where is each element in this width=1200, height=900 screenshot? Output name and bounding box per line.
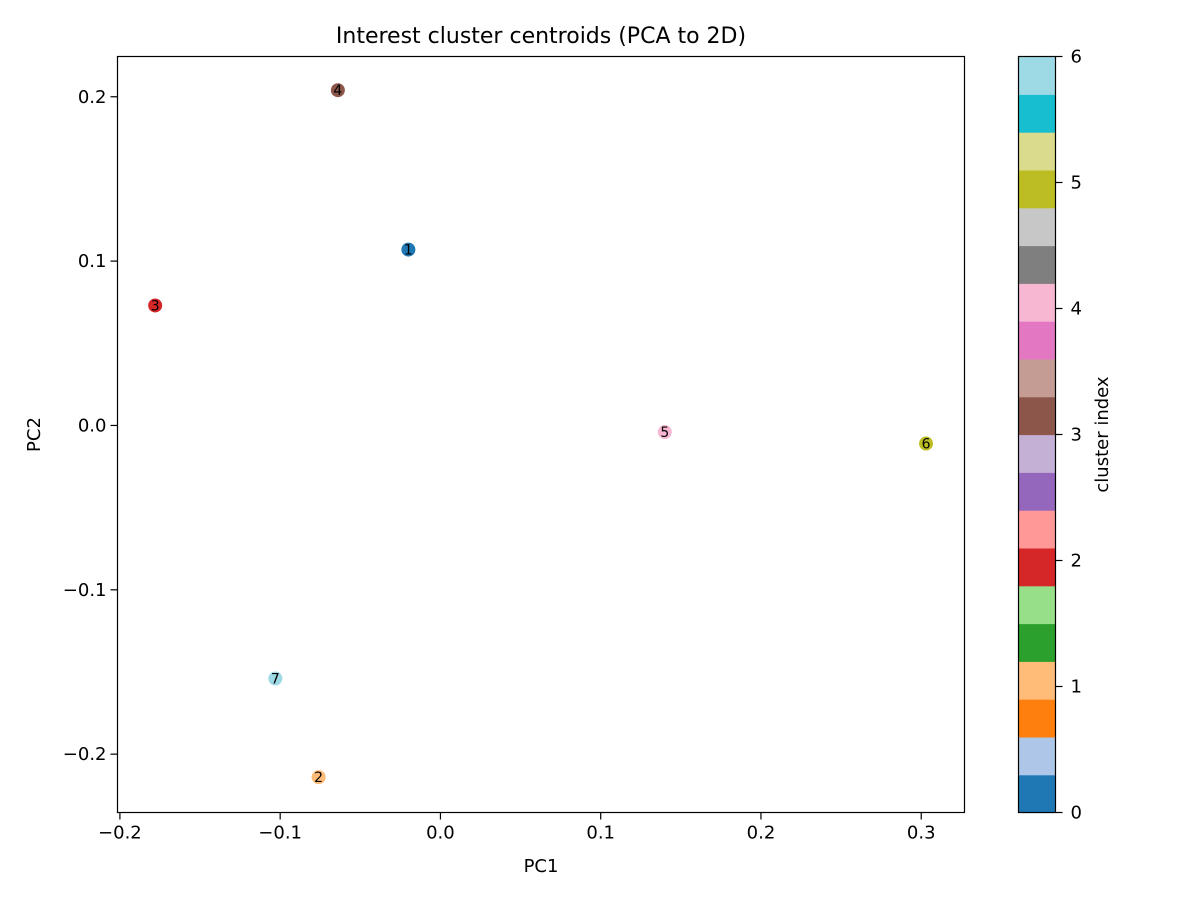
x-tick-label: 0.0	[426, 823, 455, 844]
x-axis: −0.2 −0.1 0.0 0.1 0.2 0.3	[98, 812, 936, 844]
centroid-label: 2	[314, 770, 323, 786]
colorbar-tick-label: 0	[1071, 803, 1082, 824]
centroid-label: 4	[333, 83, 342, 99]
x-axis-label: PC1	[524, 856, 559, 877]
x-tick-label: −0.1	[258, 823, 302, 844]
centroid-point	[657, 425, 672, 440]
centroid-label: 7	[271, 672, 280, 688]
colorbar-swatch	[1018, 358, 1056, 398]
colorbar-axis: 0 1 2 3 4 5 6	[1055, 47, 1082, 824]
colorbar-swatch	[1018, 585, 1056, 625]
colorbar-swatch	[1018, 169, 1056, 209]
colorbar-swatch	[1018, 510, 1056, 549]
y-axis-label: PC2	[24, 417, 45, 452]
plot-area: 1 2 3 4 5 6 7	[148, 83, 934, 786]
centroid-point	[311, 770, 326, 785]
plot-frame	[116, 55, 966, 814]
colorbar-swatch	[1018, 132, 1056, 171]
colorbar-swatch	[1018, 283, 1056, 322]
colorbar-tick-label: 4	[1071, 299, 1082, 320]
centroid-point	[330, 83, 345, 98]
colorbar-swatch	[1018, 774, 1056, 814]
centroid-point	[401, 242, 416, 257]
colorbar-swatch	[1018, 396, 1056, 436]
colorbar-swatch	[1018, 736, 1056, 776]
colorbar-tick-label: 1	[1071, 677, 1082, 698]
colorbar	[1018, 56, 1056, 814]
colorbar-swatch	[1018, 56, 1056, 95]
y-tick-label: 0.2	[78, 87, 107, 108]
colorbar-swatch	[1018, 699, 1056, 738]
colorbar-swatch	[1018, 321, 1056, 360]
colorbar-tick-label: 5	[1071, 173, 1082, 194]
colorbar-tick-label: 3	[1071, 425, 1082, 446]
centroid-label: 1	[404, 243, 413, 259]
colorbar-tick-label: 6	[1071, 47, 1082, 68]
centroid-label: 5	[660, 425, 669, 441]
x-tick-label: 0.1	[586, 823, 615, 844]
centroid-point	[268, 671, 283, 686]
y-tick-label: 0.0	[78, 415, 107, 436]
x-tick-label: 0.3	[907, 823, 936, 844]
colorbar-swatch	[1018, 623, 1056, 662]
centroid-point	[148, 298, 163, 313]
colorbar-swatch	[1018, 94, 1056, 133]
colorbar-swatch	[1018, 472, 1056, 511]
colorbar-swatch	[1018, 207, 1056, 247]
colorbar-swatch	[1018, 434, 1056, 473]
y-axis: −0.2 −0.1 0.0 0.1 0.2	[63, 87, 118, 765]
centroid-label: 6	[922, 437, 931, 453]
x-tick-label: −0.2	[98, 823, 142, 844]
colorbar-label: cluster index	[1092, 376, 1113, 493]
colorbar-swatch	[1018, 245, 1056, 284]
colorbar-swatch	[1018, 661, 1056, 700]
x-tick-label: 0.2	[747, 823, 776, 844]
centroid-point	[919, 436, 934, 451]
centroid-label: 3	[151, 298, 160, 314]
colorbar-swatch	[1018, 547, 1056, 587]
colorbar-tick-label: 2	[1071, 551, 1082, 572]
y-tick-label: −0.2	[63, 744, 107, 765]
y-tick-label: 0.1	[78, 251, 107, 272]
y-tick-label: −0.1	[63, 580, 107, 601]
chart-title: Interest cluster centroids (PCA to 2D)	[336, 24, 746, 49]
